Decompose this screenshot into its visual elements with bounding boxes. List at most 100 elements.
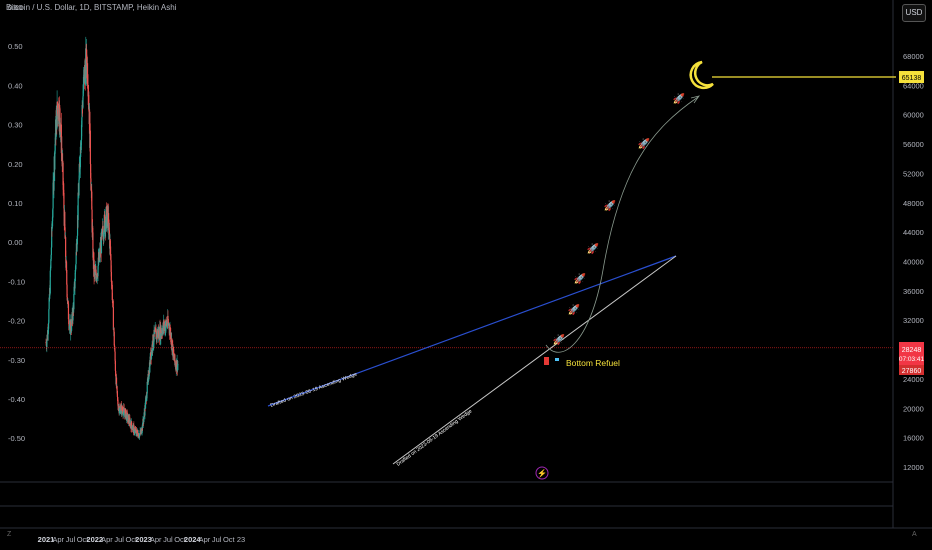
wedge-upper-line — [267, 255, 677, 407]
candle-body — [100, 231, 103, 254]
candle-body — [114, 351, 116, 361]
candle-body — [118, 410, 120, 414]
x-tick-label: Apr — [101, 535, 113, 544]
x-tick-label: Jul — [66, 535, 76, 544]
currency-button[interactable]: USD — [902, 4, 926, 22]
candle-body — [119, 406, 121, 411]
auto-scale-button[interactable]: A — [912, 531, 917, 538]
price-badges: 65138 28248 07:03:41 27860 — [899, 71, 925, 375]
candle-body — [109, 246, 112, 256]
candle-body — [134, 429, 136, 433]
candle-body — [112, 306, 114, 330]
candle-body — [111, 284, 113, 301]
candle-body — [116, 386, 118, 391]
rocket-icon: 🚀 — [638, 137, 651, 150]
candle-body — [154, 327, 157, 330]
left-tick-label: 0.00 — [8, 238, 23, 247]
x-tick-label: 2023 — [135, 535, 152, 544]
candle-body — [108, 222, 110, 231]
x-tick-label: 23 — [237, 535, 245, 544]
candle-body — [91, 209, 93, 233]
candle-body — [74, 269, 76, 282]
candle-body — [74, 281, 76, 289]
current-price-badge-label: 28248 — [902, 347, 922, 354]
candle-body — [101, 228, 103, 234]
x-tick-label: 2021 — [38, 535, 55, 544]
moon-crescent — [689, 60, 714, 90]
upper-wedge-label: Drafted on 2023-06-19 Ascending Wedge — [270, 371, 359, 408]
left-tick-label: 0.20 — [8, 160, 23, 169]
candle-body — [177, 364, 179, 366]
x-tick-label: Apr — [150, 535, 162, 544]
right-tick-label: 44000 — [903, 228, 924, 237]
candle-body — [80, 145, 82, 153]
right-tick-label: 12000 — [903, 463, 924, 472]
right-tick-label: 68000 — [903, 52, 924, 61]
x-tick-label: Oct — [77, 535, 90, 544]
x-tick-label: Apr — [199, 535, 211, 544]
lower-wedge-label: Drafted on 2023-06-19 Ascending Wedge — [396, 408, 474, 467]
x-tick-label: Jul — [212, 535, 222, 544]
left-tick-label: 0.30 — [8, 121, 23, 130]
fuel-pump-icon — [544, 357, 549, 365]
candle-body — [66, 297, 68, 300]
candle-body — [54, 150, 56, 170]
left-tick-label: -0.40 — [8, 395, 25, 404]
rocket-icon: 🚀 — [568, 303, 581, 316]
candle-body — [150, 349, 153, 359]
right-tick-label: 56000 — [903, 140, 924, 149]
x-tick-label: Oct — [125, 535, 138, 544]
candle-body — [130, 421, 133, 426]
candle-body — [75, 252, 77, 264]
zoom-button[interactable]: Z — [7, 531, 12, 538]
low-price-badge-label: 27860 — [902, 368, 922, 375]
x-tick-label: Oct — [174, 535, 187, 544]
candle-body — [59, 108, 61, 123]
rocket-icon: 🚀 — [574, 272, 587, 285]
candle-body — [52, 182, 54, 209]
left-tick-label: 0.60 — [8, 3, 23, 12]
candle-body — [94, 271, 96, 275]
left-axis: 0.60 0.50 0.40 0.30 0.20 0.10 0.00 -0.10 -0.20 -0… — [8, 3, 25, 443]
x-tick-label: 2024 — [184, 535, 202, 544]
rocket-icon: 🚀 — [604, 199, 617, 212]
candle-body — [51, 221, 53, 229]
candle-body — [46, 340, 48, 348]
candle-body — [92, 232, 94, 258]
low-price-badge-bg — [899, 365, 924, 375]
candle-body — [54, 137, 56, 144]
left-tick-label: -0.50 — [8, 434, 25, 443]
countdown-label: 07:03:41 — [899, 356, 925, 363]
candle-body — [78, 179, 80, 196]
candle-body — [86, 63, 89, 84]
right-axis: 68000 64000 60000 56000 52000 48000 44000 40000… — [903, 52, 924, 472]
candle-body — [127, 418, 129, 420]
candle-body — [170, 332, 172, 343]
x-tick-label: Jul — [163, 535, 173, 544]
candles — [45, 36, 179, 440]
projection-arc — [545, 96, 699, 353]
drawings: Drafted on 2023-06-19 Ascending Wedge Dra… — [0, 60, 896, 480]
current-price-badge-bg — [899, 342, 924, 365]
rocket-icon: 🚀 — [587, 242, 600, 255]
candle-body — [138, 433, 140, 438]
chart-frame — [0, 0, 932, 529]
candle-body — [67, 303, 70, 320]
candle-body — [115, 370, 117, 377]
candle-body — [77, 192, 79, 220]
right-tick-label: 32000 — [903, 316, 924, 325]
candle-body — [63, 192, 65, 209]
right-tick-label: 16000 — [903, 434, 924, 443]
projection-arrowhead — [690, 95, 700, 104]
candle-body — [107, 213, 110, 222]
candle-body — [148, 378, 150, 381]
candle-body — [106, 215, 108, 228]
right-tick-label: 64000 — [903, 81, 924, 90]
candle-body — [89, 130, 91, 165]
left-tick-label: 0.40 — [8, 81, 23, 90]
candle-body — [62, 160, 64, 163]
candle-body — [56, 101, 58, 111]
wedge-lower-line — [392, 255, 677, 465]
